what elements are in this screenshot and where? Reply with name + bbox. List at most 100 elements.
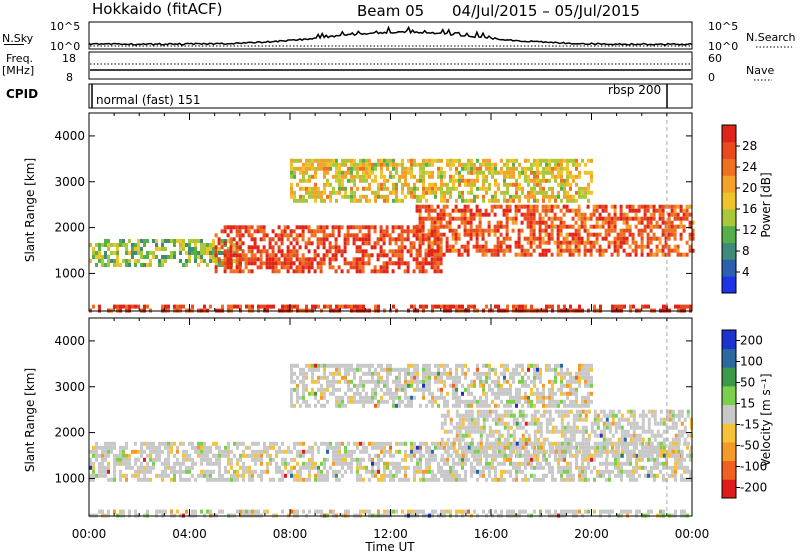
velocity-cell (461, 437, 465, 442)
power-cell (89, 259, 92, 263)
power-cell (358, 269, 362, 274)
velocity-cell (455, 379, 458, 384)
power-cell (185, 251, 188, 255)
velocity-cell (206, 457, 209, 462)
power-cell (419, 170, 422, 175)
velocity-cell (641, 445, 644, 450)
power-cell (557, 182, 560, 187)
velocity-cell (566, 429, 570, 434)
velocity-cell (308, 477, 311, 482)
power-cell (467, 158, 470, 163)
velocity-cell (437, 469, 440, 474)
power-cell (569, 198, 572, 203)
velocity-cell (620, 417, 624, 422)
power-cell (325, 249, 329, 254)
velocity-cell (575, 429, 579, 434)
velocity-cell (548, 445, 552, 450)
power-cell (436, 244, 440, 249)
velocity-cell (305, 449, 308, 454)
power-cell (134, 259, 137, 263)
power-cell (131, 247, 134, 251)
power-cell (250, 237, 254, 242)
velocity-cell (488, 441, 492, 446)
power-cell (517, 208, 521, 213)
power-cell (385, 229, 389, 234)
velocity-cell (122, 473, 125, 478)
power-cell (317, 304, 320, 309)
power-cell (499, 248, 503, 253)
power-cell (365, 162, 368, 167)
power-cell (299, 178, 302, 183)
power-cell (613, 216, 617, 221)
power-cell (536, 158, 539, 163)
power-cell (577, 224, 581, 229)
power-cell (553, 204, 557, 209)
power-cell (445, 204, 449, 209)
power-cell (539, 170, 542, 175)
power-cell (667, 252, 671, 257)
power-cell (355, 225, 359, 230)
power-cell (241, 225, 245, 230)
velocity-cell (485, 363, 488, 368)
power-cell (370, 225, 374, 230)
power-cell (341, 162, 344, 167)
velocity-cell (488, 413, 492, 418)
velocity-cell (620, 437, 624, 442)
velocity-cell (302, 399, 305, 404)
power-cell (479, 186, 482, 191)
velocity-cell (296, 395, 299, 400)
power-cell (619, 228, 623, 233)
velocity-cell (584, 409, 588, 414)
velocity-cell (182, 461, 185, 466)
power-cell (253, 261, 257, 266)
velocity-cell (176, 469, 179, 474)
velocity-cell (677, 417, 681, 422)
velocity-cell (449, 371, 452, 376)
velocity-cell (434, 379, 437, 384)
power-cell (592, 212, 596, 217)
velocity-cell (584, 417, 588, 422)
power-cell (454, 228, 458, 233)
velocity-cell (332, 383, 335, 388)
power-cell (550, 236, 554, 241)
power-cell (292, 253, 296, 258)
power-cell (433, 208, 437, 213)
velocity-cell (455, 383, 458, 388)
velocity-cell (437, 363, 440, 368)
velocity-cell (149, 453, 152, 458)
power-cell (532, 224, 536, 229)
velocity-cell (509, 375, 512, 380)
velocity-cell (656, 433, 660, 438)
power-cell (235, 233, 239, 238)
power-cell (457, 236, 461, 241)
power-cell (449, 304, 452, 309)
velocity-cell (347, 453, 350, 458)
power-cell (397, 245, 401, 250)
velocity-cell (482, 453, 486, 458)
power-cell (458, 194, 461, 199)
power-cell (152, 255, 155, 259)
power-cell (296, 158, 299, 163)
power-cell (179, 239, 182, 243)
velocity-cell (500, 453, 504, 458)
power-cell (568, 208, 572, 213)
power-cell (616, 240, 620, 245)
power-cell (221, 239, 224, 243)
velocity-cell (422, 453, 425, 458)
velocity-cell (278, 477, 281, 482)
power-cell (547, 224, 551, 229)
power-cell (92, 304, 95, 309)
power-cell (463, 208, 467, 213)
power-cell (562, 204, 566, 209)
power-cell (206, 263, 209, 267)
power-cell (200, 259, 203, 263)
velocity-cell (356, 363, 359, 368)
power-cell (685, 216, 689, 221)
velocity-cell (428, 445, 431, 450)
power-cell (326, 194, 329, 199)
power-cell (389, 170, 392, 175)
power-cell (440, 186, 443, 191)
power-cell (302, 198, 305, 203)
velocity-cell (686, 465, 689, 470)
velocity-cell (383, 441, 386, 446)
